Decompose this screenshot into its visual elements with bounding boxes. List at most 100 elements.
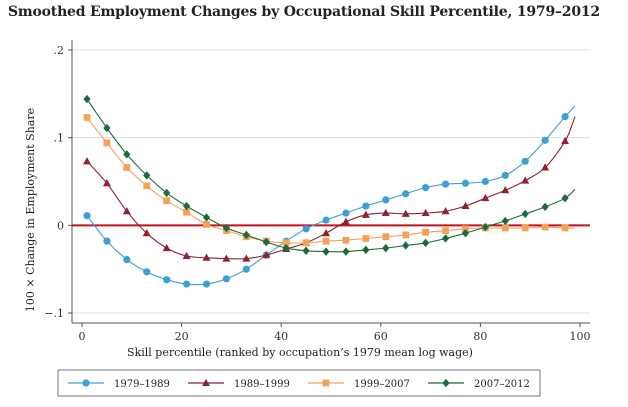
data-point-2007-2012	[322, 247, 330, 256]
data-point-1979-1989	[123, 255, 131, 264]
data-point-1979-1989	[541, 136, 549, 144]
data-point-1999-2007	[322, 237, 330, 245]
grid-lines	[72, 49, 590, 314]
data-point-1979-1989	[322, 216, 330, 224]
x-tick-label: 100	[570, 330, 591, 343]
data-point-1999-2007	[83, 114, 91, 121]
data-point-1989-1999	[401, 209, 410, 217]
x-tick-label: 40	[274, 330, 288, 343]
data-point-2007-2012	[302, 246, 310, 255]
data-point-1999-2007	[402, 231, 410, 239]
data-point-1989-1999	[341, 217, 350, 225]
series-1989-1999	[82, 116, 576, 262]
data-point-1989-1999	[262, 250, 271, 259]
data-point-2007-2012	[222, 223, 231, 233]
x-tick-label: 0	[79, 330, 86, 343]
legend-label-1979-1989: 1979–1989	[114, 379, 170, 390]
data-point-1999-2007	[342, 236, 350, 244]
x-axis-ticks: 0 20 40 60 80 100	[79, 323, 591, 343]
data-point-1979-1989	[402, 190, 410, 198]
y-tick-label: .2	[54, 44, 65, 57]
data-point-1989-1999	[202, 253, 211, 261]
y-tick-label: .1	[54, 132, 65, 145]
data-point-1979-1989	[103, 237, 111, 245]
data-point-2007-2012	[441, 234, 450, 243]
legend-marker-2007-2012	[442, 378, 450, 388]
data-point-1989-1999	[162, 243, 171, 252]
data-point-1999-2007	[521, 224, 529, 232]
data-point-1979-1989	[481, 177, 489, 186]
data-point-1979-1989	[382, 196, 390, 204]
data-point-1989-1999	[322, 229, 331, 237]
data-point-1989-1999	[561, 136, 570, 145]
data-point-2007-2012	[103, 123, 111, 133]
data-point-1989-1999	[82, 157, 91, 165]
data-point-2007-2012	[561, 193, 569, 203]
data-point-1989-1999	[541, 163, 550, 171]
data-point-1979-1989	[521, 157, 529, 165]
series-group	[82, 94, 576, 288]
legend: 1979–1989 1989–1999 1999–2007 2007–2012	[68, 378, 530, 390]
data-point-1999-2007	[183, 208, 190, 216]
data-point-1999-2007	[501, 224, 509, 232]
y-axis-label: 100 × Change in Employment Share	[24, 108, 37, 312]
data-point-1989-1999	[102, 179, 111, 187]
data-point-1979-1989	[143, 268, 151, 276]
data-point-1999-2007	[302, 239, 310, 247]
data-point-1989-1999	[521, 176, 530, 184]
data-point-1979-1989	[163, 276, 171, 284]
data-point-2007-2012	[342, 247, 350, 256]
data-point-1989-1999	[222, 254, 231, 262]
series-2007-2012	[83, 94, 576, 256]
data-point-1989-1999	[182, 251, 191, 260]
data-point-1979-1989	[202, 280, 211, 288]
data-point-1999-2007	[203, 221, 210, 228]
data-point-1979-1989	[461, 179, 470, 187]
x-axis-label: Skill percentile (ranked by occupation’s…	[127, 346, 473, 359]
data-point-1999-2007	[382, 233, 390, 241]
data-point-1989-1999	[501, 186, 510, 194]
plot-background	[72, 40, 590, 323]
legend-label-1999-2007: 1999–2007	[354, 379, 410, 390]
data-point-2007-2012	[202, 213, 211, 222]
data-point-1999-2007	[442, 227, 449, 234]
data-point-2007-2012	[182, 201, 191, 211]
y-axis-ticks: −.1 0 .1 .2	[44, 44, 72, 320]
data-point-2007-2012	[83, 94, 91, 104]
data-point-1979-1989	[302, 225, 310, 233]
data-point-1979-1989	[342, 209, 350, 217]
data-point-1979-1989	[501, 171, 509, 179]
data-point-1989-1999	[122, 207, 131, 215]
data-point-2007-2012	[242, 230, 250, 240]
data-point-2007-2012	[382, 243, 390, 253]
data-point-1979-1989	[441, 180, 450, 188]
data-point-1989-1999	[441, 207, 450, 215]
data-point-1979-1989	[561, 113, 569, 121]
data-point-1989-1999	[142, 229, 151, 237]
data-point-2007-2012	[402, 241, 410, 250]
data-point-1989-1999	[421, 208, 430, 217]
data-point-1989-1999	[481, 193, 490, 202]
data-point-1999-2007	[462, 225, 469, 233]
data-point-1989-1999	[381, 208, 390, 217]
data-point-1999-2007	[143, 182, 151, 190]
legend-label-2007-2012: 2007–2012	[474, 379, 530, 390]
data-point-2007-2012	[163, 188, 171, 198]
data-point-2007-2012	[123, 150, 131, 159]
data-point-1999-2007	[163, 197, 171, 205]
data-point-2007-2012	[282, 243, 290, 253]
data-point-1999-2007	[282, 239, 290, 247]
y-tick-label: −.1	[44, 307, 64, 320]
data-point-1999-2007	[561, 224, 569, 232]
data-point-2007-2012	[461, 229, 470, 238]
data-point-2007-2012	[501, 216, 509, 226]
chart-title: Smoothed Employment Changes by Occupatio…	[8, 4, 600, 20]
data-point-1979-1989	[83, 212, 91, 220]
data-point-1989-1999	[461, 201, 470, 210]
data-point-1979-1989	[182, 280, 191, 288]
data-point-1979-1989	[422, 184, 430, 192]
series-1999-2007	[83, 114, 576, 247]
legend-marker-1979-1989	[82, 379, 90, 387]
data-point-1999-2007	[103, 139, 111, 147]
data-point-2007-2012	[262, 237, 270, 247]
